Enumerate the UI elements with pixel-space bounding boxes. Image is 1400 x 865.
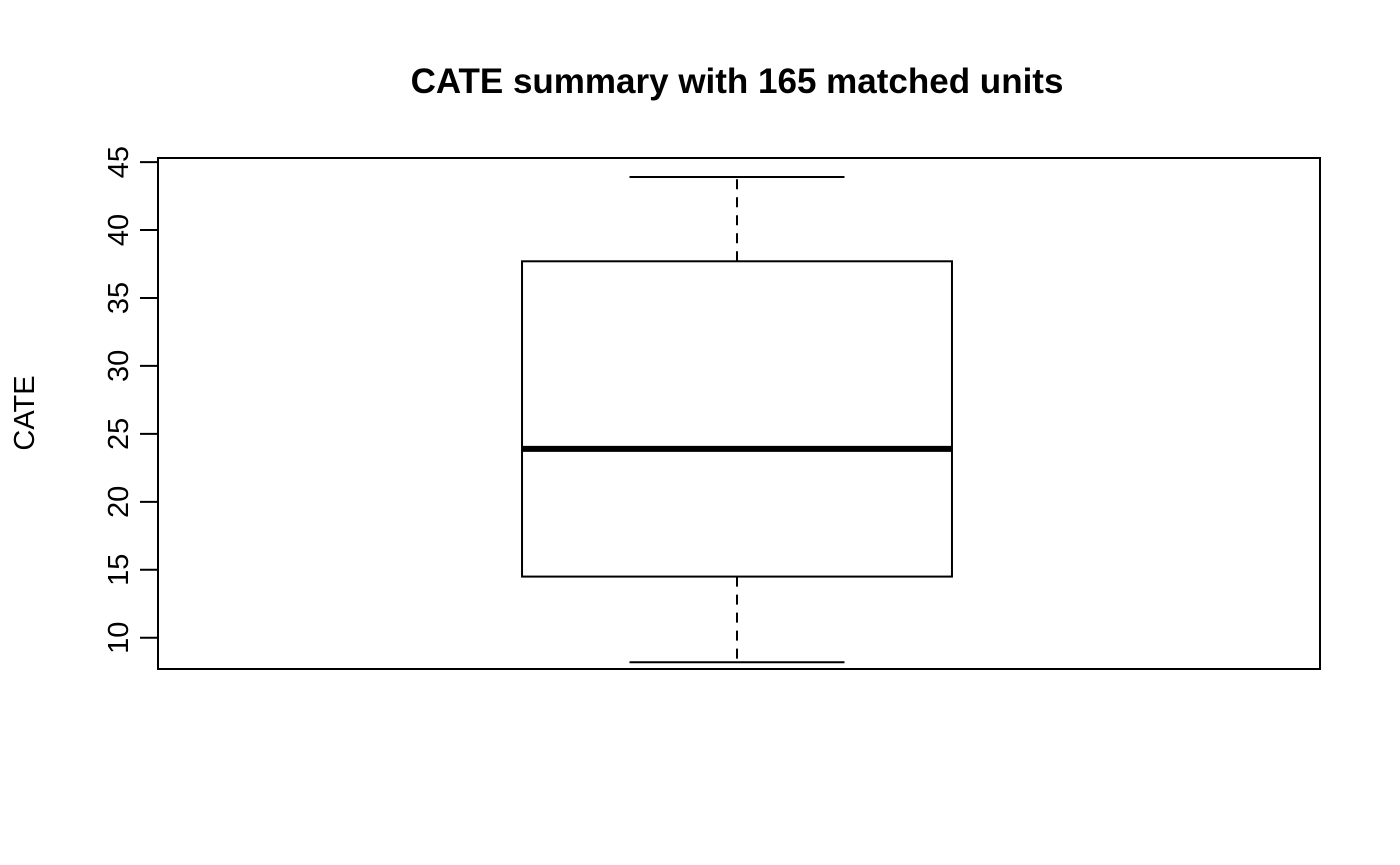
y-tick-label: 40: [103, 214, 135, 246]
iqr-box: [521, 260, 953, 578]
y-tick-label: 10: [103, 622, 135, 654]
y-axis-label: CATE: [9, 375, 41, 450]
chart-title: CATE summary with 165 matched units: [411, 62, 1064, 101]
y-tick-label: 20: [103, 486, 135, 518]
y-tick-label: 15: [103, 554, 135, 586]
y-tick-label: 45: [103, 146, 135, 178]
y-axis: 10 15 20 25 30 35 40 45: [103, 146, 159, 654]
y-tick-label: 35: [103, 282, 135, 314]
y-tick-label: 30: [103, 350, 135, 382]
y-tick-label: 25: [103, 418, 135, 450]
box-group: [521, 176, 953, 664]
